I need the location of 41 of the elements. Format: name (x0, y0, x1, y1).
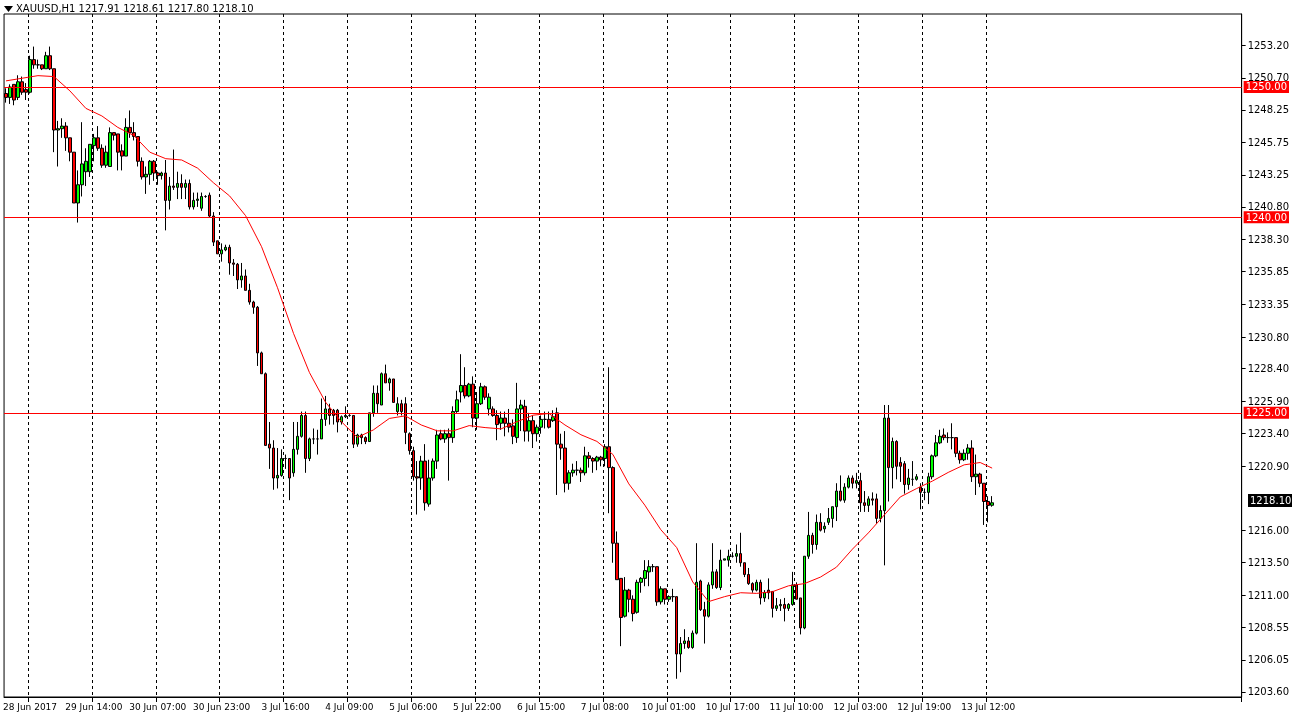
y-tick-label: 1203.60 (1247, 686, 1290, 698)
text: 1218.10 (1248, 494, 1292, 507)
ref-line-label: 1250.00 (1245, 81, 1288, 93)
x-tick-label: 10 Jul 01:00 (641, 701, 697, 712)
y-tick-label: 1248.25 (1247, 104, 1290, 116)
y-tick-label: 1228.40 (1247, 363, 1290, 375)
y-tick-label: 1213.50 (1247, 557, 1290, 569)
x-tick-label: 5 Jul 06:00 (389, 701, 438, 712)
y-tick-label: 1250.70 (1247, 72, 1290, 84)
x-tick-label: 12 Jul 03:00 (833, 701, 888, 712)
y-tick-label: 1245.75 (1247, 136, 1290, 148)
y-tick-label: 1253.20 (1247, 39, 1290, 51)
y-tick-label: 1216.00 (1247, 524, 1290, 536)
x-tick-label: 12 Jul 19:00 (897, 701, 952, 712)
y-tick-label: 1233.35 (1247, 298, 1290, 310)
x-tick-label: 11 Jul 10:00 (769, 701, 824, 712)
y-tick-label: 1208.55 (1247, 621, 1290, 633)
x-tick-label: 28 Jun 2017 (2, 701, 58, 712)
x-tick-label: 13 Jul 12:00 (961, 701, 1016, 712)
ref-line-label: 1240.00 (1245, 211, 1288, 223)
y-tick-label: 1235.85 (1247, 265, 1290, 277)
y-tick-label: 1223.40 (1247, 428, 1290, 440)
x-tick-label: 4 Jul 09:00 (325, 701, 374, 712)
y-tick-label: 1238.30 (1247, 233, 1290, 245)
y-tick-label: 1240.80 (1247, 201, 1290, 213)
x-tick-label: 30 Jun 23:00 (193, 701, 251, 712)
x-tick-label: 6 Jul 15:00 (516, 701, 566, 712)
ref-line-label: 1225.00 (1245, 407, 1288, 419)
x-tick-label: 7 Jul 08:00 (580, 701, 630, 712)
x-tick-label: 29 Jun 14:00 (65, 701, 123, 712)
y-tick-label: 1243.25 (1247, 169, 1290, 181)
x-tick-label: 30 Jun 07:00 (129, 701, 187, 712)
y-tick-label: 1220.90 (1247, 460, 1290, 472)
y-tick-label: 1230.80 (1247, 331, 1290, 343)
y-tick-label: 1225.90 (1247, 395, 1290, 407)
chart-title: XAUUSD,H1 1217.91 1218.61 1217.80 1218.10 (16, 3, 254, 14)
y-tick-label: 1211.00 (1247, 589, 1290, 601)
x-tick-label: 5 Jul 22:00 (453, 701, 502, 712)
x-tick-label: 3 Jul 16:00 (261, 701, 310, 712)
y-tick-label: 1206.05 (1247, 654, 1290, 666)
x-tick-label: 10 Jul 17:00 (705, 701, 760, 712)
